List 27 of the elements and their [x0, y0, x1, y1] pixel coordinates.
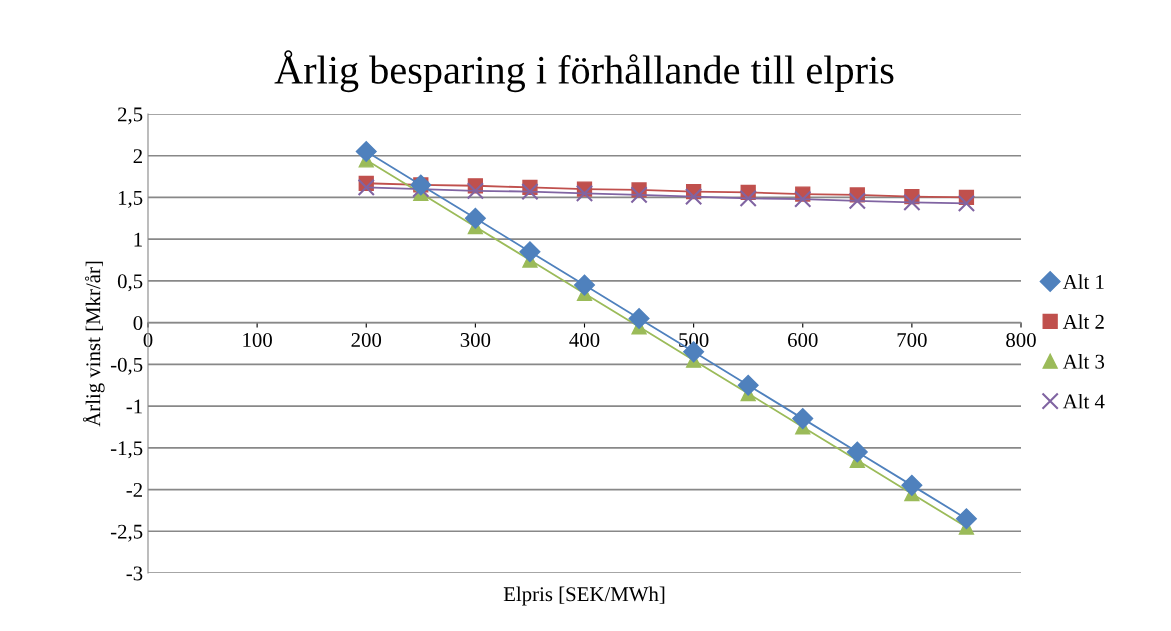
legend-label: Alt 1	[1062, 274, 1104, 289]
y-tick-label: -3	[126, 566, 143, 581]
x-tick-label: 600	[788, 332, 818, 348]
y-tick-label: 2,5	[118, 107, 143, 125]
y-tick-label: -2	[126, 482, 142, 497]
x-tick-label: 100	[243, 332, 272, 348]
chart-title: Årlig besparing i förhållande till elpris	[274, 50, 894, 93]
y-tick-label: 0	[133, 316, 143, 331]
y-tick-label: -1	[126, 399, 142, 414]
y-tick-label: 2	[133, 149, 142, 163]
x-tick-label: 400	[569, 332, 600, 348]
x-tick-label: 300	[460, 332, 491, 348]
legend-label: Alt 3	[1062, 354, 1105, 369]
x-tick-label: 0	[143, 332, 153, 348]
x-tick-label: 700	[897, 332, 927, 348]
legend-label: Alt 4	[1062, 393, 1105, 409]
y-tick-label: 1,5	[118, 190, 143, 208]
y-axis-title: Årlig vinst [Mkr/år]	[82, 261, 105, 427]
y-tick-label: -0,5	[110, 357, 143, 375]
x-axis-title: Elpris [SEK/MWh]	[503, 586, 665, 606]
y-tick-label: 0,5	[117, 274, 143, 292]
legend-label: Alt 2	[1062, 314, 1104, 329]
x-tick-label: 200	[351, 332, 382, 348]
y-tick-label: 1	[134, 232, 142, 247]
y-tick-label: -1,5	[110, 441, 143, 459]
y-tick-label: -2,5	[110, 524, 143, 542]
x-tick-label: 800	[1006, 332, 1036, 348]
